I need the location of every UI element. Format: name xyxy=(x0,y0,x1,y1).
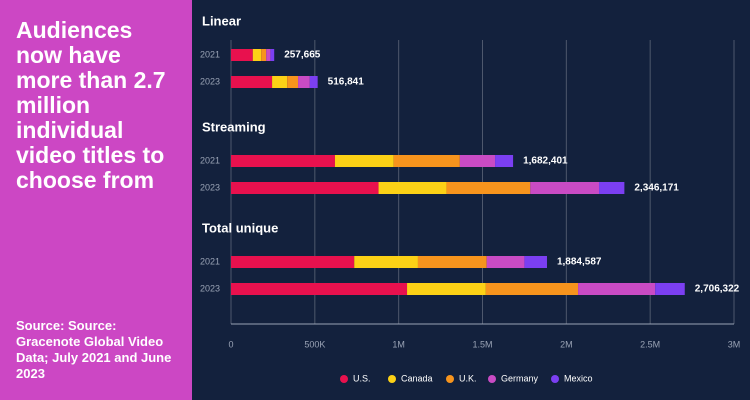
bar-segment xyxy=(231,155,335,167)
bar-segment xyxy=(459,155,496,167)
bar-segment xyxy=(272,76,288,88)
bar-segment xyxy=(231,76,273,88)
y-tick-label: 2021 xyxy=(200,155,220,165)
chart: 0 500K 1M 1.5M 2M 2.5M 3M Linear 2021 257,665 2023… xyxy=(192,0,750,400)
bar-segment xyxy=(446,182,531,194)
bar-segment xyxy=(486,256,525,268)
x-tick-label: 500K xyxy=(304,339,325,349)
x-tick-label: 0 xyxy=(228,339,233,349)
headline: Audiences now have more than 2.7 million… xyxy=(16,17,166,193)
bar-segment xyxy=(495,155,514,167)
bar-segment xyxy=(334,155,394,167)
total-label: 257,665 xyxy=(284,50,321,61)
legend-swatch xyxy=(446,375,454,383)
bar-segment xyxy=(270,49,275,61)
bar-segment xyxy=(266,49,271,61)
x-tick-label: 3M xyxy=(728,339,741,349)
bar-segment xyxy=(354,256,418,268)
legend-swatch xyxy=(388,375,396,383)
bar-segment xyxy=(231,182,379,194)
x-tick-label: 1M xyxy=(392,339,405,349)
group-title: Linear xyxy=(202,13,241,28)
source-note: Source: Source: Gracenote Global Video D… xyxy=(16,318,172,381)
bar-segment xyxy=(261,49,267,61)
chart-background xyxy=(192,0,750,400)
bar-segment xyxy=(287,76,299,88)
y-tick-label: 2021 xyxy=(200,256,220,266)
bar-segment xyxy=(417,256,487,268)
total-label: 516,841 xyxy=(328,77,365,88)
total-label: 1,682,401 xyxy=(523,156,568,167)
total-label: 2,346,171 xyxy=(634,183,679,194)
legend-label: U.K. xyxy=(459,373,477,383)
legend-label: Canada xyxy=(401,373,433,383)
bar-segment xyxy=(530,182,600,194)
bar-segment xyxy=(599,182,625,194)
x-tick-label: 2.5M xyxy=(640,339,660,349)
legend-label: U.S. xyxy=(353,373,371,383)
group-title: Streaming xyxy=(202,119,266,134)
bar-segment xyxy=(231,283,408,295)
side-panel: Audiences now have more than 2.7 million… xyxy=(0,0,192,400)
x-tick-label: 2M xyxy=(560,339,573,349)
bar-segment xyxy=(231,49,253,61)
bar-segment xyxy=(378,182,447,194)
group-title: Total unique xyxy=(202,220,278,235)
bar-segment xyxy=(309,76,318,88)
y-tick-label: 2023 xyxy=(200,182,220,192)
bar-segment xyxy=(524,256,547,268)
legend-label: Mexico xyxy=(564,373,593,383)
bar-segment xyxy=(393,155,460,167)
bar-segment xyxy=(485,283,579,295)
bar-segment xyxy=(578,283,656,295)
bar-segment xyxy=(231,256,355,268)
y-tick-label: 2021 xyxy=(200,49,220,59)
legend-swatch xyxy=(551,375,559,383)
x-tick-label: 1.5M xyxy=(472,339,492,349)
legend-label: Germany xyxy=(501,373,539,383)
y-tick-label: 2023 xyxy=(200,283,220,293)
legend-swatch xyxy=(340,375,348,383)
bar-segment xyxy=(298,76,310,88)
total-label: 2,706,322 xyxy=(695,284,740,295)
bar-segment xyxy=(655,283,685,295)
total-label: 1,884,587 xyxy=(557,257,602,268)
bar-segment xyxy=(407,283,486,295)
y-tick-label: 2023 xyxy=(200,76,220,86)
bar-segment xyxy=(252,49,262,61)
legend-swatch xyxy=(488,375,496,383)
